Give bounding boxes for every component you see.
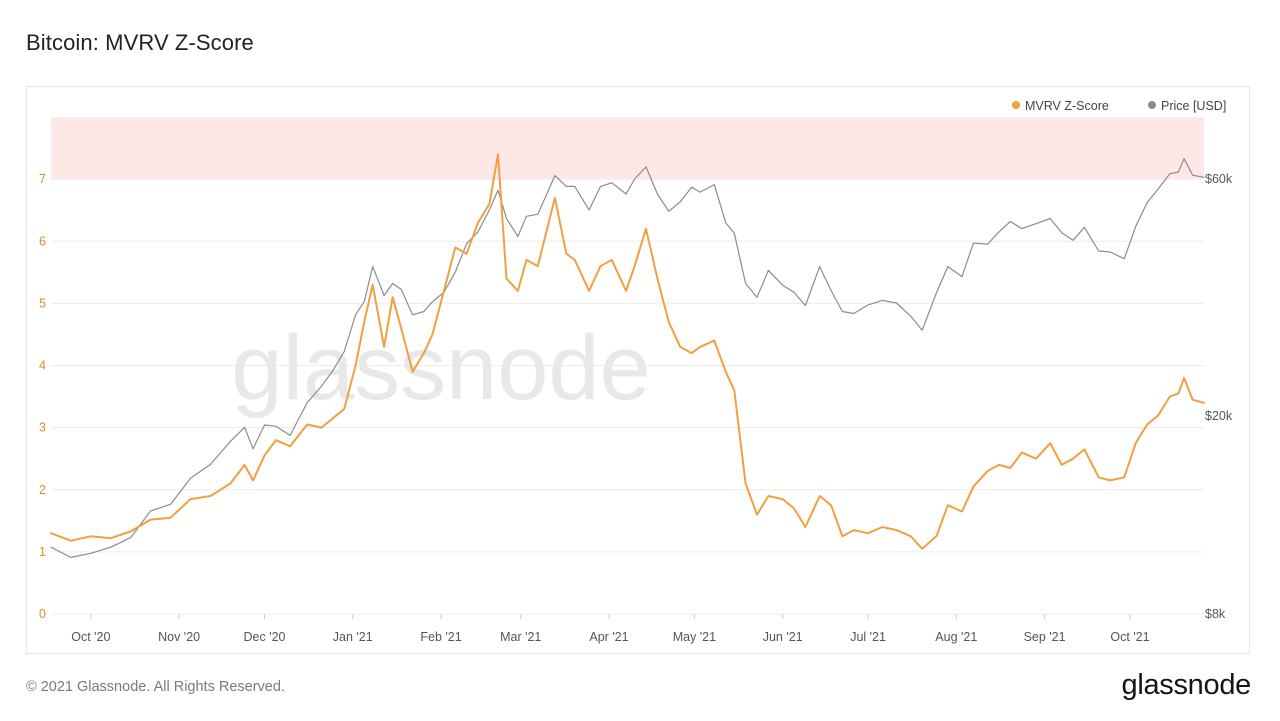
x-tick-label-11: Sep '21 <box>1024 630 1066 644</box>
x-tick-label-7: May '21 <box>673 630 716 644</box>
mvrv-zscore-line <box>50 153 1205 550</box>
y-right-tick-0: $8k <box>1205 607 1226 621</box>
grid-layer <box>51 178 1204 615</box>
watermark: glassnode <box>231 317 650 419</box>
x-tick-label-8: Jun '21 <box>763 630 803 644</box>
x-tick-label-1: Nov '20 <box>158 630 200 644</box>
x-tick-label-0: Oct '20 <box>71 630 110 644</box>
page-title: Bitcoin: MVRV Z-Score <box>26 30 254 55</box>
x-tick-label-6: Apr '21 <box>589 630 628 644</box>
band-layer <box>51 117 1204 180</box>
x-tick-label-10: Aug '21 <box>935 630 977 644</box>
x-tick-label-3: Jan '21 <box>333 630 373 644</box>
right-axis: $8k $20k $60k <box>1205 172 1233 621</box>
x-tick-label-9: Jul '21 <box>850 630 886 644</box>
legend-dot-zscore <box>1012 101 1020 109</box>
y-left-tick-1: 1 <box>39 545 46 559</box>
glassnode-logo: glassnode <box>1121 669 1251 701</box>
y-right-tick-2: $60k <box>1205 172 1233 186</box>
y-right-tick-1: $20k <box>1205 409 1233 423</box>
legend-dot-price <box>1148 101 1156 109</box>
chart-svg: glassnode 0 1 2 3 4 5 6 7 $8k $20k $60k Oct '20 No… <box>39 99 1233 644</box>
y-left-tick-5: 5 <box>39 296 46 310</box>
legend: MVRV Z-Score Price [USD] <box>1012 99 1226 113</box>
y-left-tick-6: 6 <box>39 234 46 248</box>
legend-label-zscore[interactable]: MVRV Z-Score <box>1025 99 1109 113</box>
left-axis: 0 1 2 3 4 5 6 7 <box>39 172 46 621</box>
y-left-tick-7: 7 <box>39 172 46 186</box>
y-left-tick-3: 3 <box>39 421 46 435</box>
x-tick-label-12: Oct '21 <box>1110 630 1149 644</box>
y-left-tick-0: 0 <box>39 607 46 621</box>
chart-frame: glassnode 0 1 2 3 4 5 6 7 $8k $20k $60k Oct '20 No… <box>26 86 1250 654</box>
band-0 <box>51 117 1204 180</box>
series-layer <box>50 153 1205 558</box>
legend-label-price[interactable]: Price [USD] <box>1161 99 1226 113</box>
x-axis: Oct '20 Nov '20 Dec '20 Jan '21 Feb '21 Mar '… <box>71 614 1150 644</box>
x-tick-label-5: Mar '21 <box>500 630 541 644</box>
y-left-tick-4: 4 <box>39 359 46 373</box>
price-line <box>50 158 1205 558</box>
x-tick-label-2: Dec '20 <box>244 630 286 644</box>
x-tick-label-4: Feb '21 <box>420 630 461 644</box>
footer-copyright: © 2021 Glassnode. All Rights Reserved. <box>26 679 285 695</box>
y-left-tick-2: 2 <box>39 483 46 497</box>
